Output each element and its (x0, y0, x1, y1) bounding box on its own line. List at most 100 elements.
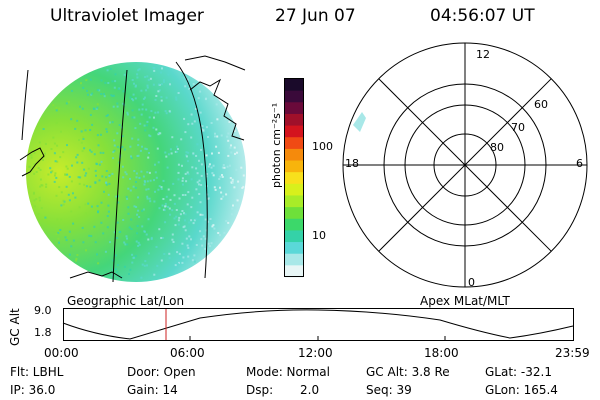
speckle (60, 218, 63, 221)
mlat-label-70: 70 (511, 121, 525, 134)
speckle (72, 192, 74, 195)
speckle (131, 98, 134, 100)
speckle (139, 122, 142, 125)
speckle (200, 238, 203, 241)
status-ip: IP: 36.0 (10, 383, 56, 397)
speckle (171, 136, 174, 139)
speckle (176, 263, 179, 265)
speckle (193, 120, 196, 123)
speckle (171, 238, 174, 241)
speckle (132, 99, 135, 102)
speckle (93, 153, 96, 156)
speckle (155, 246, 158, 248)
speckle (201, 213, 204, 216)
speckle (131, 109, 134, 112)
speckle (38, 141, 41, 144)
speckle (62, 199, 65, 202)
speckle (207, 197, 210, 200)
speckle (81, 149, 84, 152)
speckle (168, 110, 171, 113)
speckle (32, 192, 35, 195)
speckle (76, 161, 79, 164)
speckle (197, 97, 200, 100)
speckle (113, 149, 116, 152)
speckle (146, 180, 149, 183)
speckle (201, 128, 204, 131)
speckle (158, 228, 161, 231)
speckle (47, 222, 50, 225)
speckle (150, 110, 153, 113)
speckle (107, 82, 110, 84)
speckle (100, 79, 103, 82)
speckle (158, 207, 161, 210)
speckle (233, 146, 236, 149)
speckle (83, 147, 86, 150)
speckle (207, 136, 209, 138)
speckle (64, 236, 67, 239)
speckle (237, 151, 240, 154)
speckle (98, 179, 101, 182)
speckle (110, 94, 113, 97)
speckle (187, 173, 190, 176)
speckle (221, 175, 224, 178)
speckle (60, 130, 62, 133)
speckle (116, 145, 119, 148)
speckle (144, 260, 147, 263)
speckle (166, 166, 169, 169)
speckle (59, 156, 62, 159)
speckle (111, 121, 114, 124)
speckle (210, 166, 213, 169)
coastline (189, 78, 245, 141)
speckle (148, 116, 151, 119)
speckle (113, 86, 116, 89)
status-dsp-label: Dsp: (246, 383, 274, 397)
speckle (137, 196, 139, 199)
speckle (117, 87, 120, 90)
speckle (99, 133, 102, 136)
speckle (74, 127, 77, 130)
right-panel-caption: Apex MLat/MLT (420, 294, 510, 308)
speckle (125, 173, 128, 176)
speckle (84, 203, 87, 206)
colorbar-swatch (285, 90, 303, 103)
speckle (148, 171, 151, 174)
speckle (107, 210, 110, 213)
speckle (138, 68, 141, 71)
speckle (168, 207, 171, 210)
speckle (211, 225, 214, 228)
speckle (171, 233, 174, 236)
speckle (205, 97, 208, 100)
speckle (52, 136, 55, 139)
speckle (132, 93, 135, 96)
speckle (33, 199, 36, 202)
speckle (188, 235, 191, 238)
speckle (56, 160, 59, 163)
speckle (224, 118, 227, 120)
speckle (33, 172, 36, 175)
speckle (130, 157, 133, 160)
speckle (161, 67, 163, 70)
speckle (146, 75, 149, 78)
speckle (152, 83, 155, 86)
speckle (205, 154, 208, 157)
speckle (35, 171, 38, 173)
speckle (234, 152, 236, 155)
speckle (135, 176, 138, 179)
colorbar-swatch (285, 113, 303, 127)
speckle (62, 203, 65, 206)
speckle (128, 226, 131, 229)
speckle (85, 172, 88, 175)
speckle (195, 154, 198, 157)
speckle (58, 107, 61, 110)
speckle (172, 241, 175, 243)
speckle (218, 178, 221, 180)
speckle (105, 170, 108, 172)
speckle (147, 78, 150, 81)
speckle (154, 190, 156, 193)
colorbar-swatch (285, 125, 303, 138)
speckle (160, 187, 163, 190)
speckle (138, 243, 141, 246)
speckle (212, 164, 215, 167)
timeline-xtick-1200: 12:00 (298, 346, 333, 360)
status-gain: Gain: 14 (127, 383, 178, 397)
